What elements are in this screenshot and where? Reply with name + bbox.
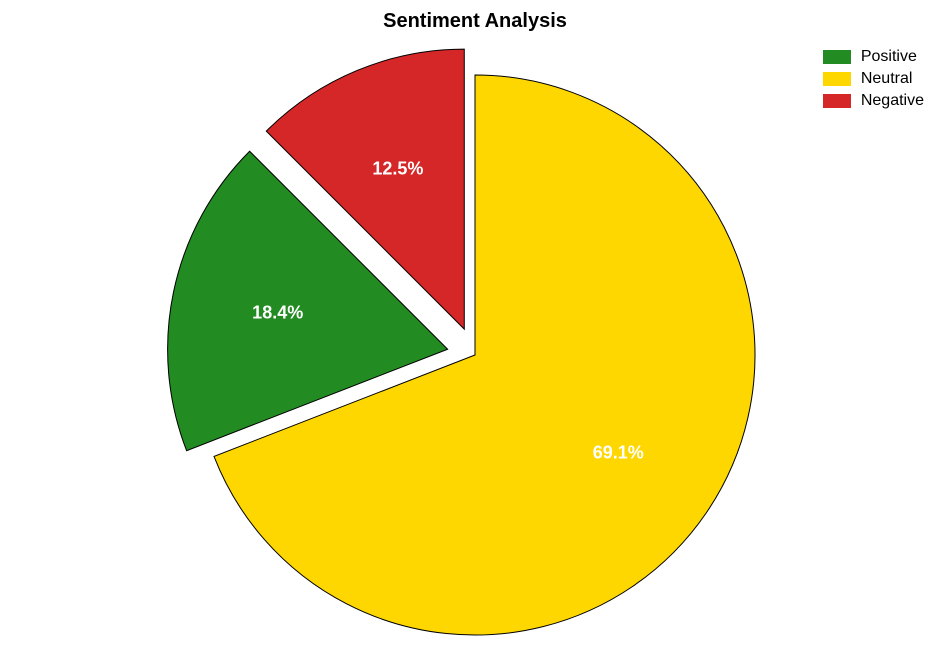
legend-swatch bbox=[823, 50, 851, 64]
slice-label-positive: 18.4% bbox=[252, 303, 303, 324]
legend-item-positive: Positive bbox=[823, 48, 924, 66]
legend-swatch bbox=[823, 94, 851, 108]
pie-chart bbox=[0, 0, 950, 662]
legend-label: Positive bbox=[861, 48, 917, 66]
legend-label: Neutral bbox=[861, 70, 913, 88]
legend-swatch bbox=[823, 72, 851, 86]
slice-label-neutral: 69.1% bbox=[593, 443, 644, 464]
legend-item-negative: Negative bbox=[823, 92, 924, 110]
slice-label-negative: 12.5% bbox=[372, 158, 423, 179]
legend-label: Negative bbox=[861, 92, 924, 110]
legend: Positive Neutral Negative bbox=[823, 48, 924, 114]
legend-item-neutral: Neutral bbox=[823, 70, 924, 88]
